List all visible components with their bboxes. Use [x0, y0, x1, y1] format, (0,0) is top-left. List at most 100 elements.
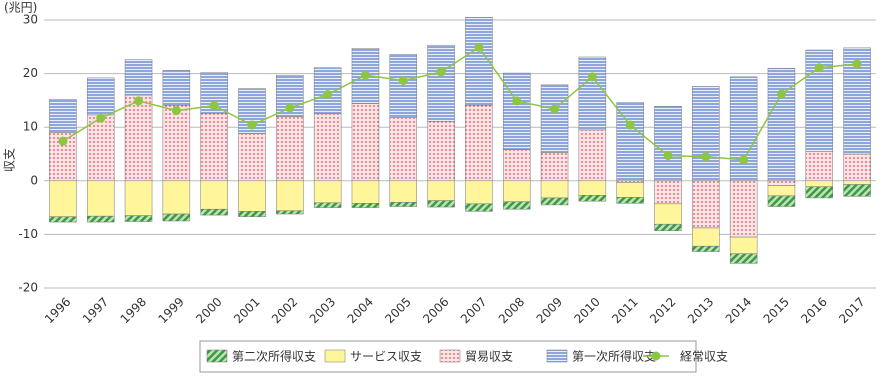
y-tick-label: -10	[18, 227, 38, 241]
bar-segment	[843, 184, 871, 197]
bar-segment	[200, 180, 228, 210]
line-point	[814, 63, 824, 73]
bar-segment	[86, 180, 115, 217]
legend-label: 第一次所得収支	[572, 349, 656, 364]
x-tick-label: 2009	[534, 295, 565, 326]
bar-segment	[351, 180, 380, 204]
bar-segment	[162, 180, 191, 215]
bar-segment	[540, 197, 569, 206]
line-point	[550, 104, 560, 114]
bar-segment	[692, 86, 720, 182]
bar-segment	[616, 182, 644, 198]
legend-label: 経常収支	[680, 350, 728, 364]
bar-segment	[767, 185, 796, 197]
bar-segment	[427, 44, 455, 122]
y-unit: (兆円)	[4, 1, 37, 15]
bar-segment	[427, 200, 455, 208]
x-tick-label: 1999	[155, 295, 186, 326]
line-point	[663, 151, 673, 161]
bar-segment	[654, 106, 682, 182]
bar-segment	[124, 180, 153, 216]
legend-label: 第二次所得収支	[232, 349, 316, 364]
legend-swatch	[324, 349, 346, 363]
x-tick-label: 2011	[609, 295, 640, 326]
line-point	[701, 152, 711, 162]
line-point	[625, 120, 635, 130]
bar-segment	[654, 180, 682, 205]
bar-segment	[162, 104, 191, 182]
x-tick-label: 2003	[307, 295, 338, 326]
bar-segment	[200, 208, 228, 216]
x-tick-label: 2005	[382, 295, 413, 326]
bar-segment	[578, 129, 607, 182]
bar-segment	[86, 215, 115, 223]
x-tick-label: 2004	[345, 295, 376, 326]
bar-segment	[805, 180, 834, 187]
bar-segment	[843, 180, 871, 185]
bar-segment	[427, 180, 455, 201]
legend-swatch	[206, 349, 228, 363]
bar-segment	[616, 102, 644, 182]
bar-segment	[313, 113, 342, 182]
bar-segment	[729, 76, 758, 182]
y-tick-label: 30	[23, 13, 38, 27]
bar-segment	[49, 216, 77, 223]
line-point	[474, 42, 484, 52]
y-tick-label: 10	[23, 120, 38, 134]
bar-segment	[578, 56, 607, 131]
bar-segment	[540, 180, 569, 199]
bar-segment	[313, 180, 342, 204]
line-point	[58, 136, 68, 146]
line-point	[512, 96, 522, 106]
bar-segment	[49, 180, 77, 217]
bar-segment	[729, 180, 758, 238]
line-point	[776, 89, 786, 99]
legend-marker	[651, 351, 661, 361]
bar-segment	[578, 195, 607, 202]
bar-segment	[502, 180, 531, 202]
line-point	[587, 72, 597, 82]
bar-segment	[276, 116, 304, 182]
line	[62, 46, 858, 161]
bar-segment	[805, 151, 834, 182]
line-point	[852, 59, 862, 69]
bar-segment	[843, 153, 871, 182]
bar-segment	[276, 210, 304, 215]
bar-segment	[729, 253, 758, 264]
x-tick-label: 1996	[42, 295, 73, 326]
bar-segment	[616, 197, 644, 204]
bar-segment	[86, 77, 115, 116]
bar-segment	[540, 84, 569, 153]
line-point	[171, 106, 181, 116]
y-tick-label: 20	[23, 66, 38, 80]
bar-segment	[389, 117, 418, 182]
x-tick-label: 2010	[571, 295, 602, 326]
legend-swatch	[439, 349, 461, 363]
bar-segment	[654, 203, 682, 225]
bar-segment	[540, 152, 569, 182]
bar-segment	[124, 94, 153, 182]
legend-label: 貿易収支	[465, 350, 513, 364]
bar-segment	[351, 103, 380, 182]
line-point	[398, 76, 408, 86]
bar-segment	[692, 180, 720, 229]
y-tick-label: 0	[30, 173, 38, 187]
line-point	[739, 155, 749, 165]
line-point	[360, 70, 370, 80]
bar-segment	[692, 227, 720, 247]
bar-segment	[465, 203, 493, 212]
x-tick-label: 1998	[118, 295, 149, 326]
x-tick-label: 2006	[420, 295, 451, 326]
x-tick-label: 1997	[80, 295, 111, 326]
x-tick-label: 2012	[647, 295, 678, 326]
x-tick-label: 2002	[269, 295, 300, 326]
x-tick-label: 2016	[798, 295, 829, 326]
bar-segment	[238, 133, 266, 182]
x-tick-label: 2001	[231, 295, 262, 326]
bar-segment	[389, 54, 418, 118]
bar-segment	[767, 195, 796, 207]
bar-segment	[389, 180, 418, 203]
bar-segment	[124, 59, 153, 96]
bar-segment	[200, 113, 228, 182]
